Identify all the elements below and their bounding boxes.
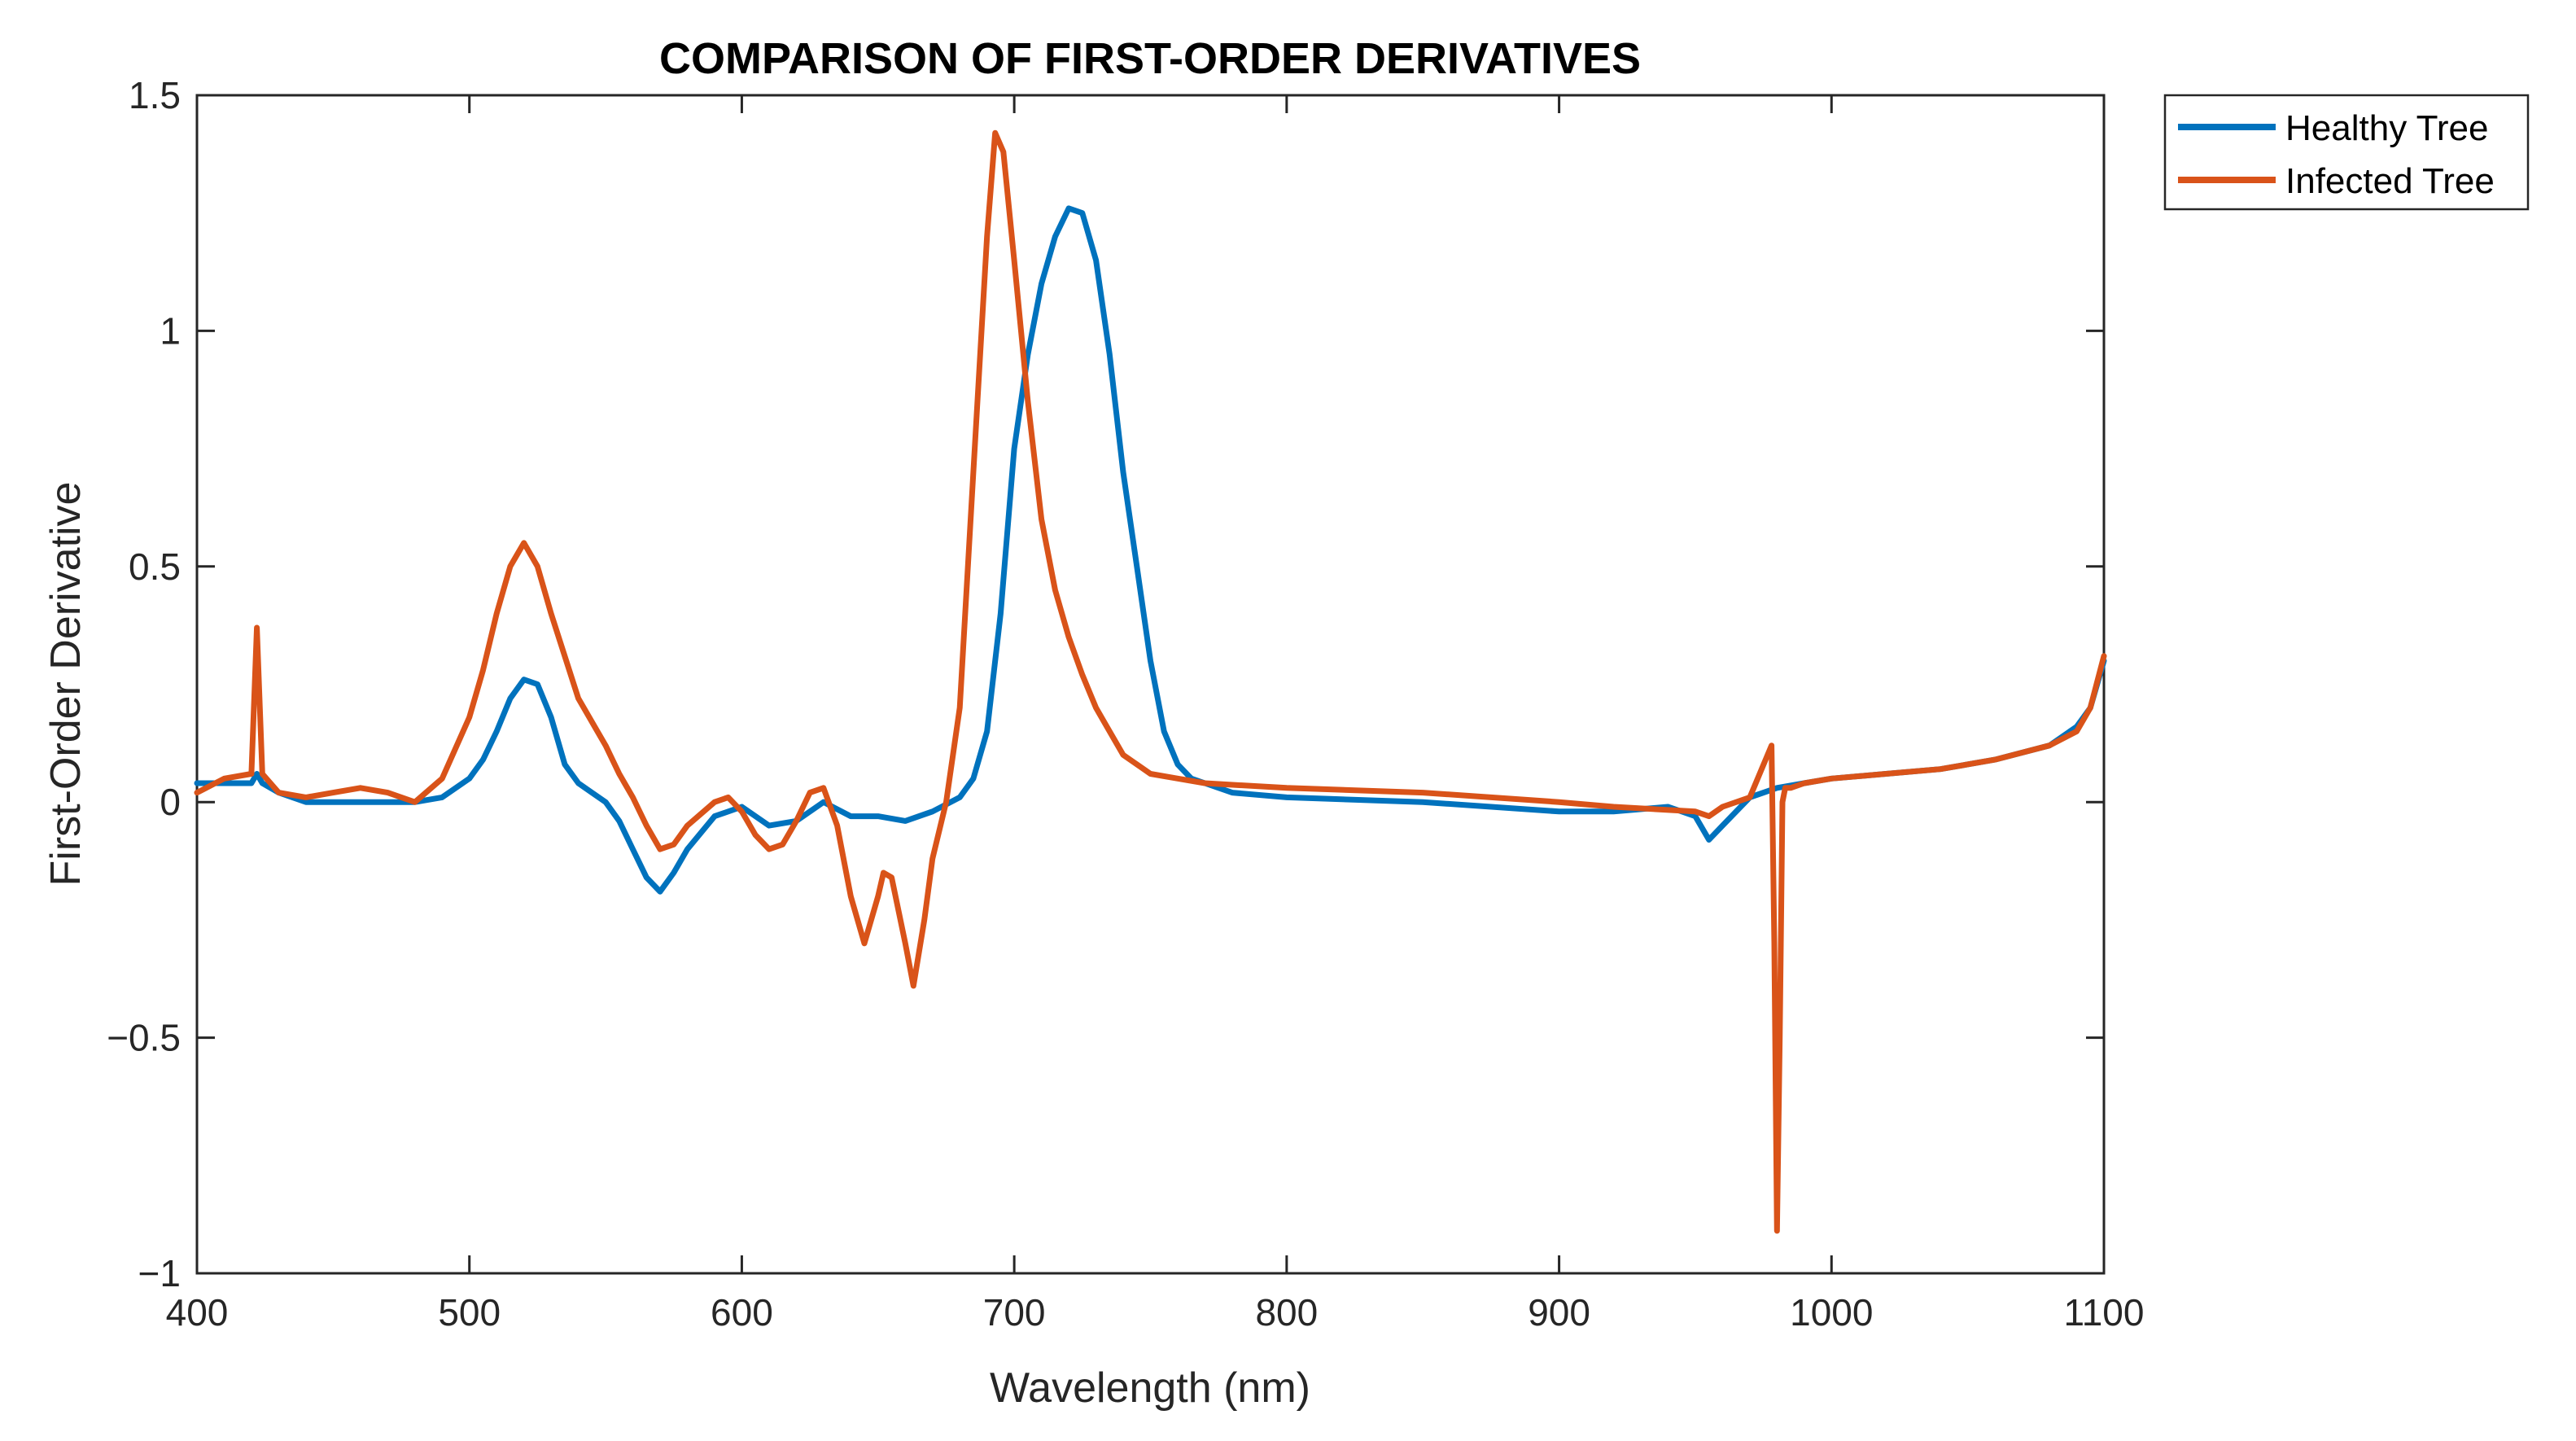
y-tick-label: −0.5 (107, 1017, 181, 1059)
x-tick-label: 500 (438, 1291, 501, 1334)
x-tick-label: 600 (711, 1291, 773, 1334)
plot-area (195, 94, 2106, 1275)
legend-label-healthy: Healthy Tree (2285, 108, 2488, 148)
series-line-healthy-tree (194, 205, 2107, 895)
y-tick-label: 0.5 (129, 545, 181, 588)
y-tick-label: 1 (160, 309, 181, 352)
x-tick-label: 400 (166, 1291, 229, 1334)
y-tick-label: −1 (138, 1252, 181, 1294)
x-tick-label: 700 (983, 1291, 1046, 1334)
y-axis-label: First-Order Derivative (42, 482, 90, 887)
x-tick-label: 900 (1528, 1291, 1590, 1334)
y-tick-label: 1.5 (129, 74, 181, 116)
x-tick-label: 800 (1255, 1291, 1318, 1334)
series-line-infected-tree (194, 129, 2107, 1234)
chart-title: COMPARISON OF FIRST-ORDER DERIVATIVES (659, 34, 1641, 83)
legend: Healthy Tree Infected Tree (2163, 94, 2530, 211)
x-tick-label: 1000 (1790, 1291, 1873, 1334)
x-axis-label: Wavelength (nm) (990, 1364, 1310, 1412)
x-axis-ticks: 400 500 600 700 800 900 1000 1100 (166, 95, 2145, 1334)
x-tick-label: 1100 (2064, 1291, 2145, 1334)
legend-label-infected: Infected Tree (2285, 161, 2495, 201)
y-tick-label: 0 (160, 781, 181, 823)
series-group (194, 129, 2107, 1234)
y-axis-ticks: −1 −0.5 0 0.5 1 1.5 (107, 74, 2104, 1294)
legend-box (2163, 94, 2530, 211)
